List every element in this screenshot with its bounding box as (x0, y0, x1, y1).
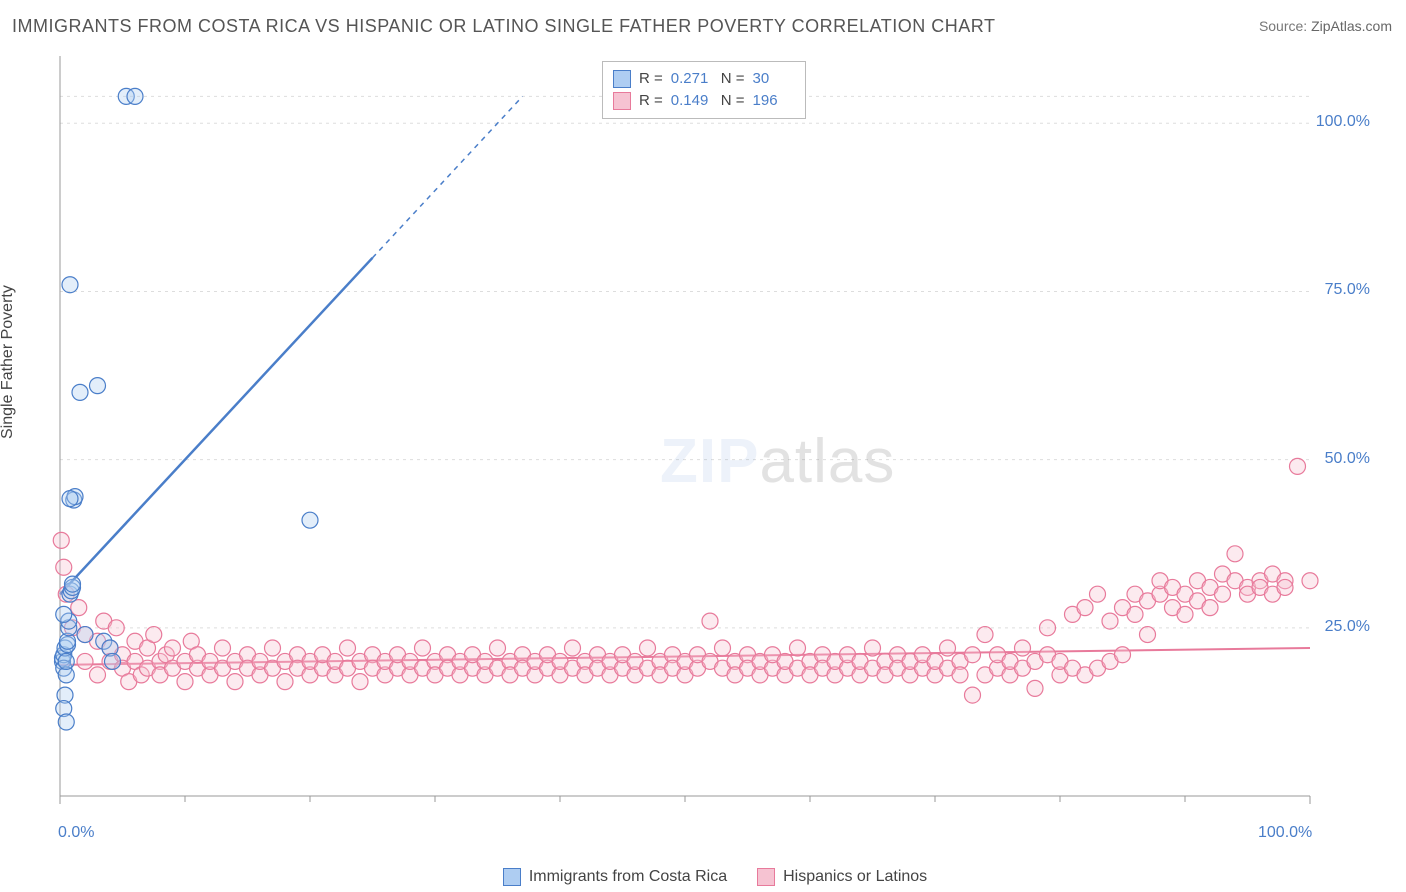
y-tick-label: 100.0% (1316, 113, 1370, 131)
legend-n-value-1: 196 (753, 90, 795, 112)
legend-item-0: Immigrants from Costa Rica (503, 868, 727, 886)
legend-swatch-1 (613, 92, 631, 110)
chart-svg (50, 56, 1380, 826)
legend-row-series-1: R = 0.149 N = 196 (613, 90, 795, 112)
x-tick-label: 0.0% (58, 824, 94, 842)
legend-bottom-swatch-0 (503, 868, 521, 886)
y-tick-label: 25.0% (1325, 618, 1370, 636)
legend-bottom-swatch-1 (757, 868, 775, 886)
legend-bottom-label-1: Hispanics or Latinos (783, 868, 927, 886)
legend-n-label: N = (721, 90, 745, 112)
legend-swatch-0 (613, 70, 631, 88)
plot-area: R = 0.271 N = 30 R = 0.149 N = 196 ZIPat… (50, 56, 1380, 826)
chart-title: IMMIGRANTS FROM COSTA RICA VS HISPANIC O… (12, 16, 995, 37)
legend-item-1: Hispanics or Latinos (757, 868, 927, 886)
x-tick-label: 100.0% (1258, 824, 1312, 842)
y-tick-label: 50.0% (1325, 450, 1370, 468)
legend-r-value-0: 0.271 (671, 68, 713, 90)
legend-n-value-0: 30 (753, 68, 795, 90)
legend-bottom-label-0: Immigrants from Costa Rica (529, 868, 727, 886)
y-tick-label: 75.0% (1325, 281, 1370, 299)
legend-row-series-0: R = 0.271 N = 30 (613, 68, 795, 90)
source-label: Source: (1259, 18, 1307, 34)
series-legend: Immigrants from Costa Rica Hispanics or … (50, 868, 1380, 886)
legend-r-label: R = (639, 68, 663, 90)
source-value: ZipAtlas.com (1311, 18, 1392, 34)
legend-r-value-1: 0.149 (671, 90, 713, 112)
legend-n-label: N = (721, 68, 745, 90)
correlation-legend: R = 0.271 N = 30 R = 0.149 N = 196 (602, 61, 806, 119)
source-citation: Source: ZipAtlas.com (1259, 18, 1392, 34)
y-axis-label: Single Father Poverty (0, 285, 17, 439)
legend-r-label: R = (639, 90, 663, 112)
